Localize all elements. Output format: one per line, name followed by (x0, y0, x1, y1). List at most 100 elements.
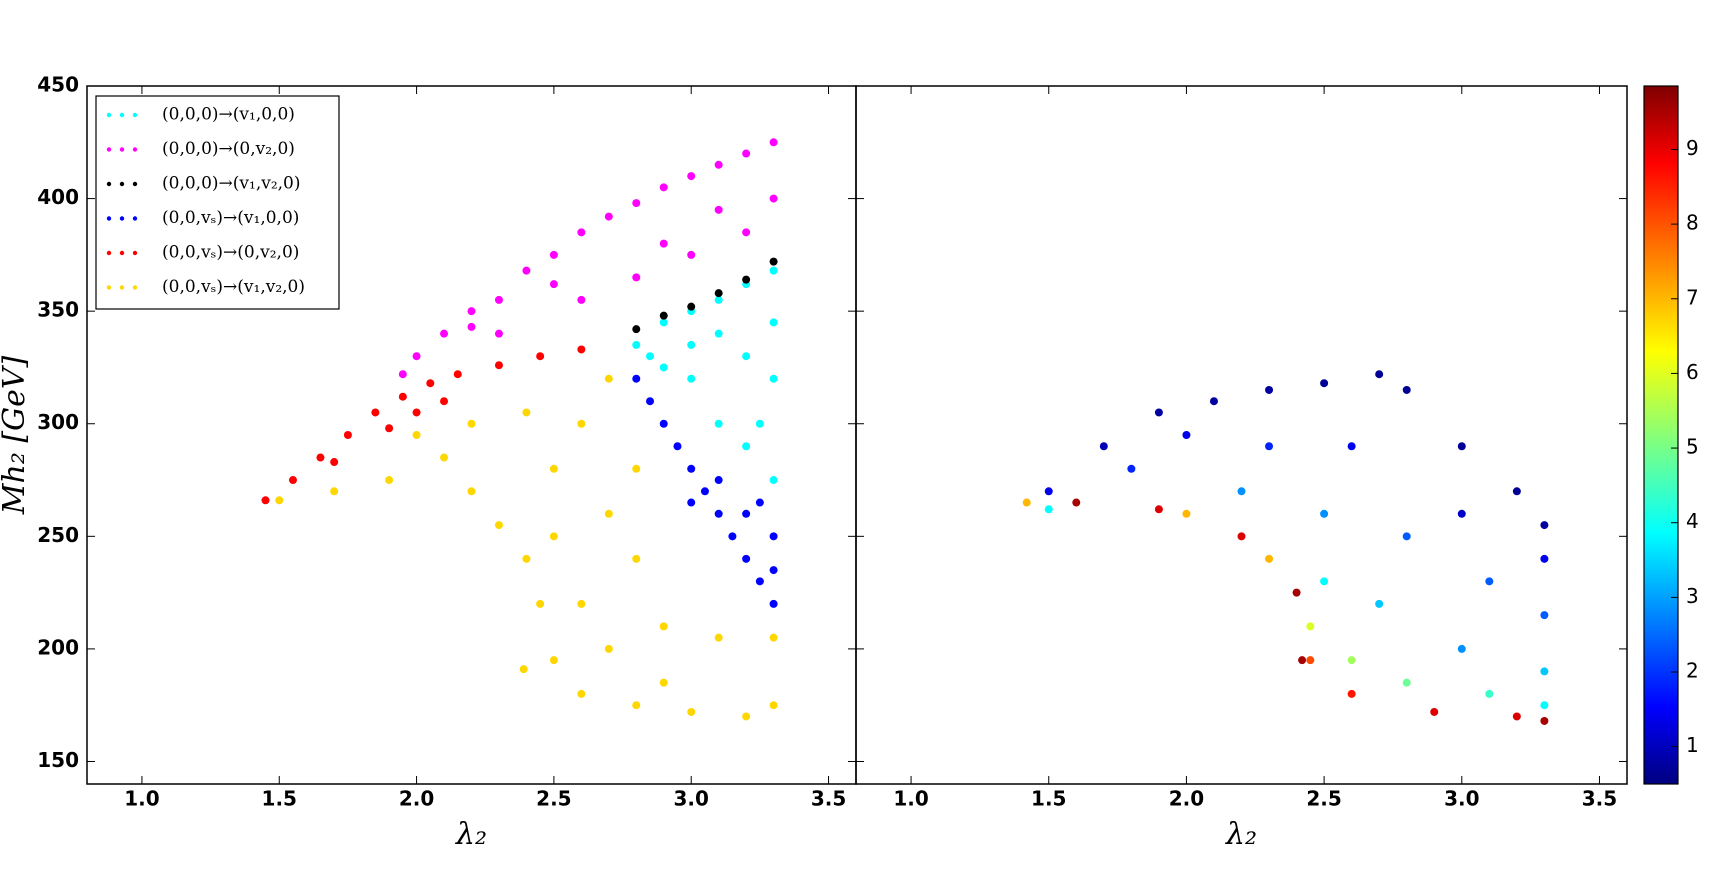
y-tick-label: 350 (37, 298, 79, 322)
x-tick-label: 3.0 (673, 787, 708, 811)
scatter-point (1402, 678, 1411, 687)
legend-label: (0,0,0)→(v₁,0,0) (162, 105, 295, 125)
legend-box (95, 95, 340, 310)
scatter-point (536, 352, 545, 361)
scatter-point (632, 554, 641, 563)
colorbar-tick-label: 4 (1686, 509, 1699, 533)
scatter-point (604, 212, 613, 221)
scatter-point (467, 307, 476, 316)
scatter-point (549, 250, 558, 259)
colorbar-tick-label: 5 (1686, 435, 1699, 459)
x-tick-label: 2.0 (399, 787, 434, 811)
legend-marker (106, 181, 112, 187)
scatter-point (1265, 385, 1274, 394)
scatter-point (687, 707, 696, 716)
scatter-point (769, 194, 778, 203)
legend-label: (0,0,vₛ)→(v₁,v₂,0) (162, 277, 305, 297)
scatter-point (1375, 599, 1384, 608)
scatter-point (632, 273, 641, 282)
scatter-point (1044, 487, 1053, 496)
legend-label: (0,0,0)→(0,v₂,0) (162, 139, 295, 159)
scatter-point (1306, 622, 1315, 631)
legend-marker (119, 112, 125, 118)
colorbar-tick-label: 3 (1686, 584, 1699, 608)
scatter-point (385, 424, 394, 433)
scatter-point (412, 408, 421, 417)
scatter-point (755, 498, 764, 507)
scatter-point (467, 322, 476, 331)
scatter-point (687, 498, 696, 507)
scatter-point (714, 160, 723, 169)
scatter-point (714, 289, 723, 298)
legend-marker (106, 285, 112, 290)
scatter-point (659, 239, 668, 248)
scatter-point (714, 329, 723, 338)
scatter-point (261, 496, 270, 505)
scatter-point (1540, 716, 1549, 725)
scatter-point (1457, 442, 1466, 451)
scatter-point (577, 295, 586, 304)
scatter-point (687, 302, 696, 311)
scatter-point (522, 266, 531, 275)
y-tick-label: 150 (37, 748, 79, 772)
scatter-point (659, 311, 668, 320)
scatter-point (1540, 521, 1549, 530)
scatter-point (522, 408, 531, 417)
scatter-point (632, 325, 641, 334)
scatter-point (494, 329, 503, 338)
scatter-point (632, 374, 641, 383)
x-tick-label: 2.5 (1306, 787, 1341, 811)
scatter-point (1375, 370, 1384, 379)
scatter-point (343, 431, 352, 439)
scatter-point (1072, 498, 1081, 507)
scatter-point (659, 419, 668, 428)
scatter-point (1022, 498, 1031, 507)
y-tick-label: 250 (37, 523, 79, 547)
scatter-point (1540, 554, 1549, 563)
scatter-point (755, 419, 764, 428)
scatter-point (659, 318, 668, 327)
scatter-point (549, 656, 558, 665)
scatter-point (742, 149, 751, 158)
scatter-point (659, 363, 668, 372)
scatter-point (646, 397, 655, 406)
scatter-point (632, 464, 641, 473)
scatter-point (742, 275, 751, 284)
scatter-point (687, 340, 696, 349)
scatter-point (1457, 509, 1466, 518)
scatter-point (769, 257, 778, 266)
scatter-point (1099, 442, 1108, 451)
scatter-point (1154, 408, 1163, 417)
scatter-point (755, 577, 764, 586)
scatter-point (1265, 442, 1274, 451)
scatter-point (288, 476, 297, 485)
scatter-point (714, 509, 723, 518)
scatter-point (1540, 667, 1549, 676)
scatter-point (330, 487, 339, 496)
colorbar-tick-label: 1 (1686, 733, 1699, 757)
legend-marker (119, 147, 125, 152)
scatter-point (769, 374, 778, 383)
scatter-point (687, 464, 696, 473)
scatter-point (1292, 588, 1301, 597)
scatter-point (519, 665, 528, 674)
x-axis-label: λ₂ (1225, 817, 1257, 852)
scatter-point (1540, 611, 1549, 620)
scatter-point (714, 633, 723, 642)
legend-marker (119, 181, 125, 187)
scatter-point (1347, 656, 1356, 665)
scatter-point (494, 295, 503, 304)
colorbar-tick-label: 8 (1686, 211, 1699, 235)
scatter-point (1485, 689, 1494, 698)
scatter-point (316, 453, 325, 462)
colorbar-tick-label: 7 (1686, 285, 1699, 309)
scatter-point (769, 318, 778, 327)
scatter-point (714, 419, 723, 428)
y-tick-label: 400 (37, 185, 79, 209)
legend-marker (132, 112, 138, 118)
scatter-point (577, 345, 586, 354)
scatter-point (577, 599, 586, 608)
scatter-point (769, 701, 778, 710)
scatter-point (769, 138, 778, 147)
